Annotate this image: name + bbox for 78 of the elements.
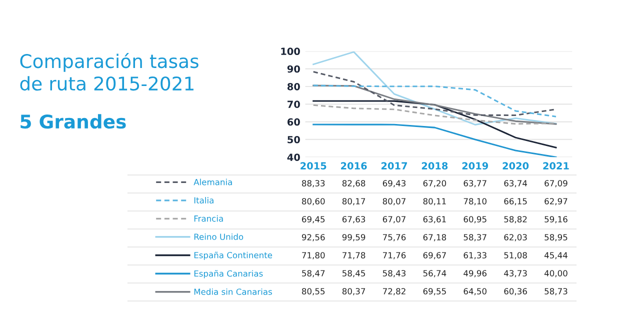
data-label: 58,82	[504, 216, 527, 224]
data-label: 88,33	[302, 180, 325, 188]
data-label: 40,00	[544, 270, 568, 278]
data-label: 67,09	[544, 180, 568, 188]
x-tick-label: 2020	[502, 162, 529, 170]
x-tick-label: 2015	[300, 162, 326, 170]
data-label: 58,73	[544, 288, 568, 296]
text: Comparación tasas de ruta 2015-2021	[20, 52, 198, 91]
data-label: 58,47	[302, 270, 325, 278]
data-label: 82,68	[342, 180, 366, 188]
data-label: 71,76	[382, 252, 406, 260]
data-label: 69,45	[302, 216, 325, 224]
data-label: 63,61	[423, 216, 446, 224]
data-label: 67,18	[423, 234, 446, 242]
data-label: 78,10	[464, 198, 486, 206]
data-label: 63,77	[464, 180, 486, 188]
data-label: 80,07	[382, 198, 406, 206]
line-series	[312, 51, 557, 126]
legend-label: Reino Unido	[194, 233, 244, 240]
data-label: 62,03	[504, 234, 527, 242]
data-label: 59,16	[544, 216, 568, 224]
data-label: 45,44	[544, 252, 568, 260]
data-label: 69,43	[382, 180, 406, 188]
line-series	[312, 84, 557, 118]
y-tick-label: 50	[288, 136, 300, 144]
legend-label: Italia	[194, 197, 214, 204]
data-label: 58,43	[382, 270, 406, 278]
x-tick-label: 2017	[381, 162, 407, 170]
data-label: 67,07	[382, 216, 406, 224]
x-tick-label: 2019	[462, 162, 488, 170]
y-tick-label: 70	[288, 100, 300, 108]
y-tick-label: 90	[287, 65, 300, 73]
line-series	[312, 84, 557, 125]
y-tick-label: 80	[287, 82, 300, 90]
data-label: 67,63	[342, 216, 366, 224]
data-label: 63,74	[504, 180, 528, 188]
data-label: 60,36	[504, 288, 527, 296]
data-label: 58,45	[342, 270, 366, 278]
legend-label: Media sin Canarias	[194, 288, 272, 295]
y-tick-label: 100	[281, 48, 300, 56]
legend-label: España Continente	[194, 252, 272, 260]
data-label: 69,67	[423, 252, 446, 260]
x-tick-label: 2016	[341, 162, 367, 170]
data-label: 67,20	[423, 180, 446, 188]
text: 5 Grandes	[20, 114, 126, 129]
x-tick-label: 2021	[543, 162, 569, 170]
data-label: 66,15	[504, 198, 527, 206]
data-label: 49,96	[464, 270, 487, 278]
data-label: 80,55	[302, 288, 325, 296]
legend-label: España Canarias	[194, 270, 263, 278]
data-label: 64,50	[464, 288, 486, 296]
legend-label: Francia	[194, 215, 223, 222]
line-series	[312, 71, 557, 116]
data-label: 92,56	[302, 234, 325, 242]
y-tick-label: 40	[287, 154, 300, 161]
data-label: 62,97	[544, 198, 568, 206]
data-label: 58,37	[464, 234, 486, 242]
data-label: 75,76	[382, 234, 406, 242]
data-label: 43,73	[504, 270, 527, 278]
data-label: 80,60	[302, 198, 325, 206]
data-label: 80,37	[342, 288, 366, 296]
line-series	[312, 124, 557, 158]
y-tick-label: 60	[287, 118, 300, 126]
data-label: 58,95	[544, 234, 568, 242]
data-label: 80,11	[423, 198, 446, 206]
x-tick-label: 2018	[422, 162, 448, 170]
line-series	[312, 100, 557, 148]
data-label: 60,95	[464, 216, 486, 224]
data-label: 72,82	[382, 288, 406, 296]
data-label: 80,17	[342, 198, 366, 206]
data-label: 69,55	[423, 288, 446, 296]
data-label: 71,80	[302, 252, 325, 260]
data-label: 99,59	[342, 234, 366, 242]
data-label: 61,33	[464, 252, 486, 260]
data-label: 56,74	[423, 270, 446, 278]
data-label: 51,08	[504, 252, 527, 260]
legend-label: Alemania	[194, 178, 232, 186]
data-label: 71,78	[342, 252, 366, 260]
